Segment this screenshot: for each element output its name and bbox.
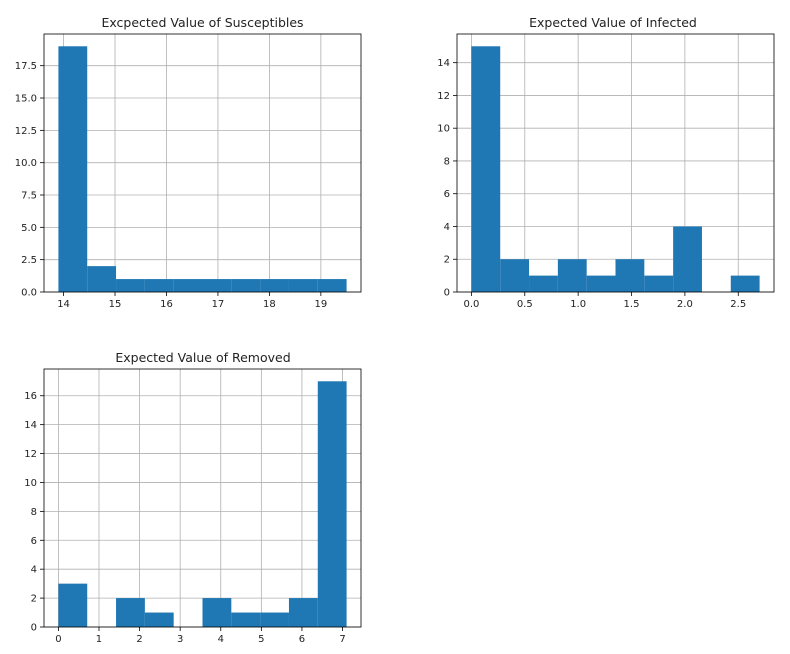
removed-title: Expected Value of Removed xyxy=(115,350,290,365)
y-tick-label: 8 xyxy=(444,156,450,167)
histogram-bar xyxy=(202,279,232,292)
histogram-bar xyxy=(144,612,174,627)
histogram-bar xyxy=(260,612,289,627)
x-tick-label: 5 xyxy=(258,634,264,645)
x-tick-label: 1.5 xyxy=(624,299,640,310)
x-tick-label: 6 xyxy=(299,634,305,645)
histogram-bar xyxy=(557,259,587,292)
y-tick-label: 10 xyxy=(437,124,450,135)
histogram-bar xyxy=(317,279,347,292)
histogram-bar xyxy=(673,226,702,292)
susceptibles-title: Excpected Value of Susceptibles xyxy=(101,15,303,30)
histogram-bar xyxy=(173,279,203,292)
x-tick-label: 2.0 xyxy=(677,299,693,310)
x-tick-label: 14 xyxy=(57,299,70,310)
y-tick-label: 2.5 xyxy=(21,255,37,266)
x-tick-label: 7 xyxy=(339,634,345,645)
histogram-bar xyxy=(231,279,261,292)
histogram-bar xyxy=(116,598,145,627)
y-tick-label: 12 xyxy=(437,91,450,102)
histogram-bar xyxy=(529,275,558,292)
y-tick-label: 15.0 xyxy=(15,94,37,105)
x-tick-label: 19 xyxy=(314,299,327,310)
histogram-bar xyxy=(730,275,760,292)
histogram-bar xyxy=(317,381,347,627)
x-tick-label: 17 xyxy=(212,299,225,310)
histogram-bar xyxy=(202,598,232,627)
y-tick-label: 12 xyxy=(24,449,37,460)
x-tick-label: 0.5 xyxy=(517,299,533,310)
y-tick-label: 12.5 xyxy=(15,126,37,137)
y-tick-label: 2 xyxy=(444,255,450,266)
y-tick-label: 5.0 xyxy=(21,223,37,234)
x-tick-label: 0.0 xyxy=(463,299,479,310)
histogram-bar xyxy=(58,46,88,293)
y-tick-label: 14 xyxy=(437,58,450,69)
y-tick-label: 6 xyxy=(31,536,37,547)
histogram-bar xyxy=(500,259,530,292)
y-tick-label: 4 xyxy=(31,565,37,576)
y-tick-label: 10.0 xyxy=(15,158,37,169)
x-tick-label: 16 xyxy=(160,299,173,310)
histogram-bar xyxy=(615,259,645,292)
y-tick-label: 0 xyxy=(444,288,450,299)
x-tick-label: 3 xyxy=(177,634,183,645)
histogram-bar xyxy=(288,279,318,292)
y-tick-label: 0.0 xyxy=(21,288,37,299)
y-tick-label: 4 xyxy=(444,222,450,233)
histogram-bar xyxy=(116,279,145,292)
susceptibles-histogram: Excpected Value of Susceptibles 14 15 16 17… xyxy=(15,15,362,310)
x-tick-label: 4 xyxy=(218,634,224,645)
y-tick-label: 2 xyxy=(31,594,37,605)
y-tick-label: 14 xyxy=(24,420,37,431)
histogram-bar xyxy=(288,598,318,627)
y-tick-label: 16 xyxy=(24,391,37,402)
y-tick-label: 8 xyxy=(31,507,37,518)
axes-frame xyxy=(456,33,775,293)
infected-histogram: Expected Value of Infected 0.0 0.5 1.0 1.5 2… xyxy=(437,15,775,310)
x-tick-label: 1 xyxy=(96,634,102,645)
histogram-bar xyxy=(231,612,261,627)
y-tick-label: 6 xyxy=(444,189,450,200)
histogram-bar xyxy=(87,266,117,292)
x-tick-label: 1.0 xyxy=(570,299,586,310)
x-tick-label: 15 xyxy=(109,299,122,310)
histogram-bar xyxy=(58,583,88,627)
y-tick-label: 17.5 xyxy=(15,61,37,72)
y-tick-label: 10 xyxy=(24,478,37,489)
axes-frame xyxy=(43,368,362,628)
histogram-bar xyxy=(644,275,674,292)
x-tick-label: 2.5 xyxy=(730,299,746,310)
histogram-bar xyxy=(144,279,174,292)
x-tick-label: 2 xyxy=(136,634,142,645)
histogram-bar xyxy=(471,46,501,293)
infected-title: Expected Value of Infected xyxy=(529,15,697,30)
histogram-bar xyxy=(586,275,616,292)
x-tick-label: 0 xyxy=(55,634,61,645)
removed-histogram: Expected Value of Removed 0 1 2 3 4 5 6 7024681… xyxy=(24,350,362,645)
x-tick-label: 18 xyxy=(263,299,276,310)
histogram-bar xyxy=(260,279,289,292)
y-tick-label: 7.5 xyxy=(21,191,37,202)
y-tick-label: 0 xyxy=(31,623,37,634)
